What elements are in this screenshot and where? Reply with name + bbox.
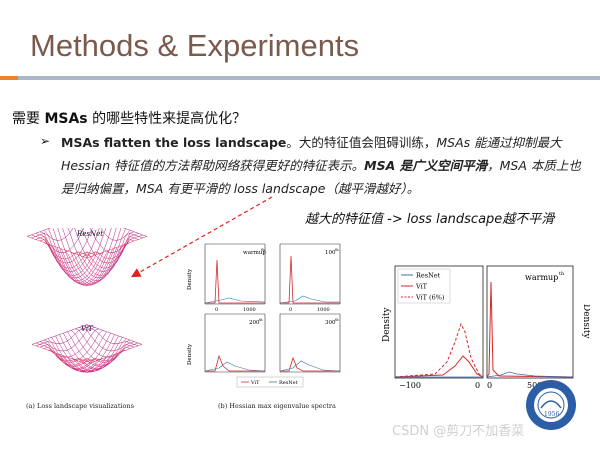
right-ylabel: Density: [581, 304, 590, 339]
eigenvalue-spectra-figure: Density warmup th 0 1000 100 th 0 1000 D…: [187, 243, 341, 388]
bullet-part-4: ，MSA 本质上也是归纳偏置，MSA 有更平滑的 loss landscape（…: [61, 158, 581, 196]
vit-curve-right: [486, 281, 574, 378]
panel-tag-sup: th: [259, 318, 263, 322]
bullet-lead: MSAs flatten the loss landscape: [61, 135, 287, 150]
question-line: 需要 MSAs 的哪些特性来提高优化？: [12, 108, 246, 128]
resnet-loss-surface: [26, 228, 148, 286]
left-panel-frame: [394, 265, 484, 379]
title-accent-bar: [0, 76, 18, 80]
watermark: CSDN @剪刀不加香菜: [392, 424, 525, 439]
panel-warmup: Density warmup th 0 1000: [187, 243, 266, 313]
panel-ylabel: Density: [187, 343, 193, 365]
density-comparison-figure: Density ResNet ViT ViT (6%) warmup th De…: [382, 265, 590, 390]
x-tick: 500: [527, 381, 542, 390]
figure-b-caption: (b) Hessian max eigenvalue spectra: [218, 402, 336, 410]
panel-tag: 300: [325, 320, 336, 326]
panel-100: 100 th 0 1000: [279, 243, 341, 313]
panel-200: Density 200 th: [187, 313, 266, 373]
figure-a-caption: (a) Loss landscape visualizations: [26, 402, 134, 410]
legend-vit: ViT: [250, 380, 260, 386]
slide-title: Methods & Experiments: [30, 28, 360, 63]
x-tick: 1000: [317, 307, 330, 313]
bullet-arrow-icon: ➢: [40, 134, 51, 148]
right-panel-tag-sup: th: [559, 271, 565, 277]
right-panel-frame: [486, 265, 574, 379]
question-suffix: 的哪些特性来提高优化？: [87, 111, 247, 127]
question-prefix: 需要: [12, 111, 45, 127]
seal-year: 1956: [544, 411, 559, 418]
panel-tag-sup: th: [261, 248, 265, 252]
panel-legend: ViT ResNet: [236, 376, 304, 388]
vit-curve-left: [394, 355, 484, 378]
x-tick: 1000: [243, 307, 256, 313]
panel-tag-sup: th: [335, 248, 339, 252]
title-divider-bar: [18, 76, 600, 80]
panel-300: 300 th: [279, 313, 341, 373]
panel-tag: 200: [249, 320, 260, 326]
legend-vit: ViT: [415, 283, 428, 291]
vit-surface-label: ViT: [81, 325, 94, 333]
bullet-part-1: 。大的特征值会阻碍训练，: [286, 135, 437, 150]
university-seal-icon: 1956: [526, 380, 576, 430]
legend-vit-6: ViT (6%): [415, 294, 445, 302]
loss-landscape-figure: ResNet ViT: [26, 228, 148, 373]
x-tick: 0: [475, 381, 480, 390]
legend-resnet: ResNet: [416, 272, 441, 280]
left-ylabel: Density: [382, 307, 392, 342]
vit-loss-surface: [31, 324, 143, 373]
legend-resnet: ResNet: [279, 380, 298, 386]
bullet-paragraph: MSAs flatten the loss landscape。大的特征值会阻碍…: [61, 131, 591, 200]
resnet-curve-right: [486, 371, 574, 378]
x-tick: −100: [399, 381, 421, 390]
annotation-text: 越大的特征值 -> loss landscape越不平滑: [305, 212, 555, 227]
panel-ylabel: Density: [187, 268, 193, 290]
panel-tag: 100: [325, 250, 336, 256]
bullet-part-2: MSAs 能通过抑制最大Hessian 特征值的方法帮助网络获得更好的特征表示。: [61, 135, 562, 173]
bullet-part-3: MSA 是广义空间平滑: [364, 158, 488, 173]
panel-tag: warmup: [243, 250, 266, 256]
x-tick: 0: [215, 307, 218, 313]
panel-tag-sup: th: [335, 318, 339, 322]
vit-6-curve: [394, 322, 484, 378]
question-bold: MSAs: [44, 111, 88, 127]
left-panel-legend: ResNet ViT ViT (6%): [397, 268, 451, 304]
right-panel-tag: warmup: [525, 273, 558, 282]
x-tick: 0: [289, 307, 292, 313]
x-tick: 0: [487, 381, 492, 390]
